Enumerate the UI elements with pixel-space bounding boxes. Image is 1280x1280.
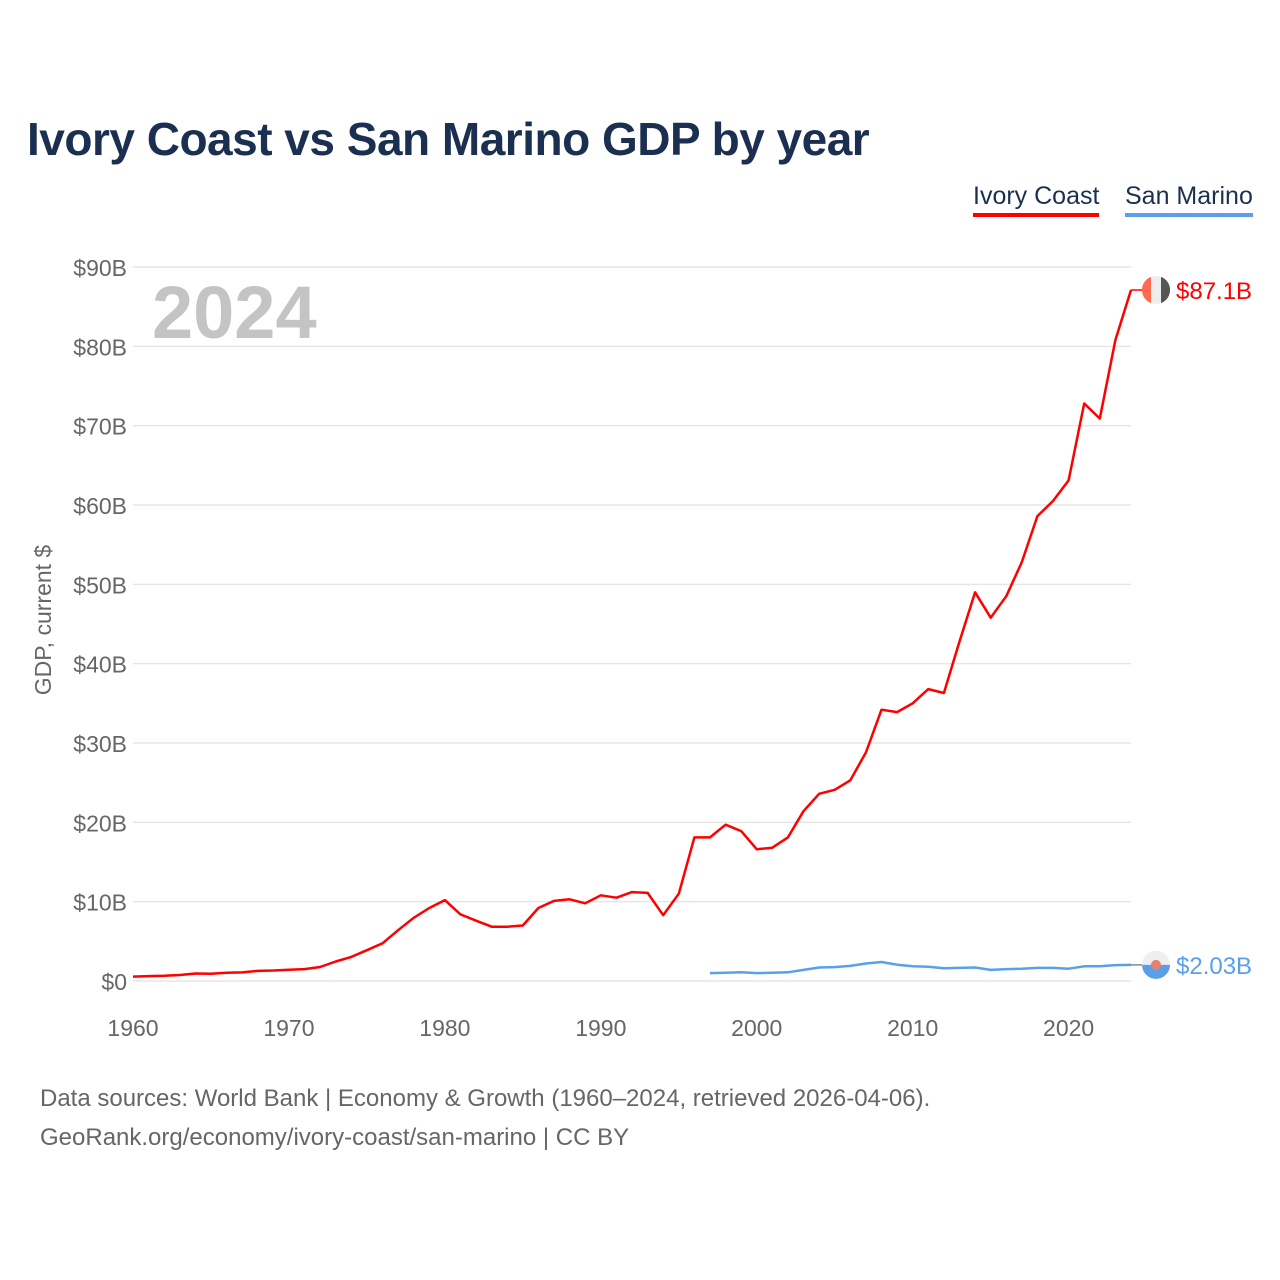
chart-title: Ivory Coast vs San Marino GDP by year — [27, 113, 870, 165]
y-tick-label: $50B — [73, 572, 127, 598]
flag-stripe — [1142, 964, 1170, 979]
series-line-ivory-coast — [132, 289, 1133, 978]
y-tick-label: $30B — [73, 731, 127, 757]
end-value-label: $87.1B — [1176, 278, 1252, 305]
x-tick-label: 1970 — [263, 1015, 314, 1041]
x-tick-label: 1980 — [419, 1015, 470, 1041]
year-watermark: 2024 — [152, 271, 317, 354]
flag-stripe — [1161, 276, 1171, 304]
series-line-san-marino — [709, 960, 1132, 975]
y-tick-label: $0 — [101, 969, 127, 995]
end-value-label: $2.03B — [1176, 953, 1252, 980]
x-tick-label: 2000 — [731, 1015, 782, 1041]
x-tick-label: 1990 — [575, 1015, 626, 1041]
x-tick-label: 1960 — [107, 1015, 158, 1041]
y-axis-label: GDP, current $ — [30, 545, 56, 696]
x-tick-label: 2020 — [1043, 1015, 1094, 1041]
legend-ivory-coast[interactable]: Ivory Coast — [973, 182, 1100, 217]
y-tick-label: $20B — [73, 810, 127, 836]
flag-stripe — [1141, 276, 1151, 304]
y-tick-label: $90B — [73, 255, 127, 281]
y-tick-label: $60B — [73, 493, 127, 519]
footer-attribution: GeoRank.org/economy/ivory-coast/san-mari… — [40, 1124, 630, 1151]
legend-san-marino[interactable]: San Marino — [1125, 182, 1253, 217]
y-tick-label: $80B — [73, 334, 127, 360]
y-tick-label: $40B — [73, 652, 127, 678]
footer-sources: Data sources: World Bank | Economy & Gro… — [40, 1085, 931, 1112]
y-tick-label: $10B — [73, 890, 127, 916]
x-tick-label: 2010 — [887, 1015, 938, 1041]
y-tick-label: $70B — [73, 414, 127, 440]
flag-emblem — [1151, 959, 1161, 970]
